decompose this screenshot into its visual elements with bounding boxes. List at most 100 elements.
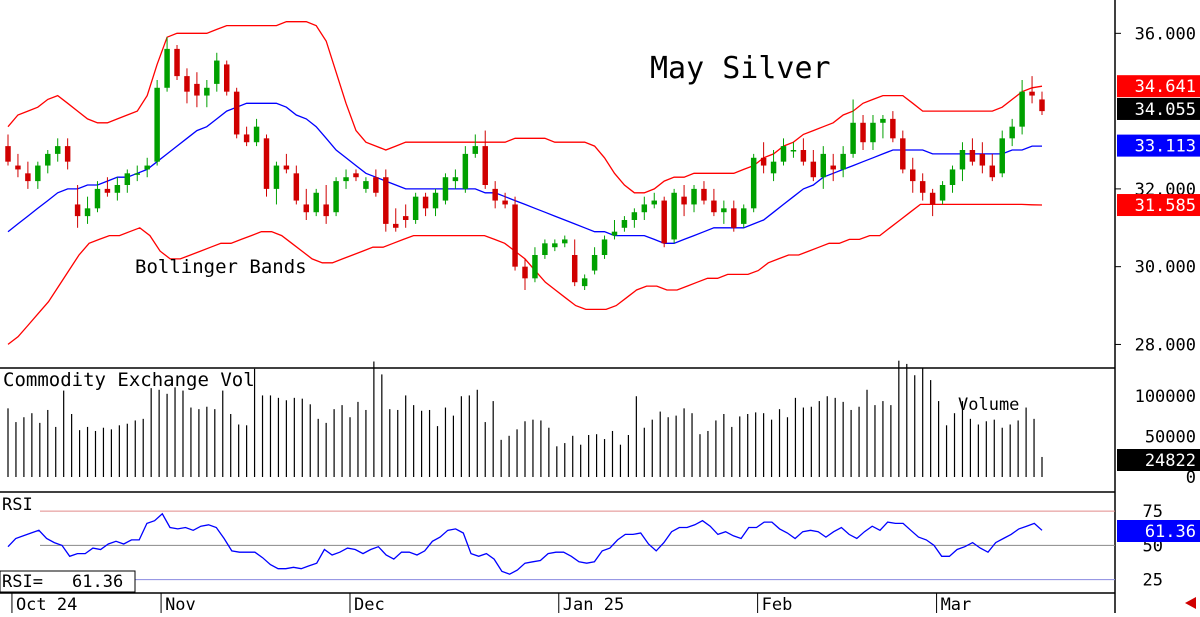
rsi-readout: RSI= 61.36 bbox=[0, 570, 136, 593]
candle-body bbox=[84, 208, 91, 217]
candle-body bbox=[343, 177, 349, 182]
candle bbox=[1029, 76, 1035, 104]
candle-body bbox=[393, 223, 399, 228]
price-tags: 34.641 34.055 33.113 31.585 bbox=[1117, 75, 1200, 217]
candle bbox=[114, 177, 121, 201]
candle bbox=[472, 134, 479, 158]
candle-body bbox=[999, 138, 1005, 174]
candle-body bbox=[929, 192, 936, 205]
volume-tick-label: 0 bbox=[1186, 468, 1196, 488]
chart-title: May Silver bbox=[650, 51, 831, 86]
candle-body bbox=[402, 216, 409, 220]
candle bbox=[880, 115, 886, 139]
scroll-arrow-icon[interactable] bbox=[1185, 597, 1196, 609]
candle bbox=[731, 200, 737, 232]
price-tag: 34.641 bbox=[1117, 75, 1200, 98]
candle bbox=[35, 161, 41, 189]
candle bbox=[343, 169, 349, 189]
candle-body bbox=[691, 188, 697, 205]
candle-body bbox=[323, 204, 329, 217]
candle-body bbox=[661, 200, 667, 244]
candle-body bbox=[15, 165, 21, 170]
candle bbox=[959, 142, 966, 182]
candle-body bbox=[880, 118, 886, 123]
candle-body bbox=[949, 169, 956, 185]
volume-panel-title: Commodity Exchange Vol bbox=[3, 369, 255, 391]
candle bbox=[174, 45, 180, 80]
candle bbox=[542, 239, 548, 259]
candle-body bbox=[711, 200, 717, 213]
candle bbox=[45, 150, 51, 174]
candle-body bbox=[671, 192, 677, 240]
candle-body bbox=[641, 204, 648, 213]
price-tag: 31.585 bbox=[1117, 194, 1200, 217]
candle bbox=[601, 235, 608, 259]
candle bbox=[15, 153, 21, 178]
candle-body bbox=[492, 188, 498, 201]
candle bbox=[432, 188, 439, 217]
candle-body bbox=[194, 83, 200, 96]
rsi-polyline bbox=[7, 512, 1043, 575]
volume-current-tag: 24822 bbox=[1117, 449, 1200, 471]
volume-bars bbox=[7, 360, 1043, 477]
candle bbox=[283, 153, 290, 174]
candle bbox=[591, 247, 598, 275]
candle-body bbox=[631, 212, 638, 220]
candle-body bbox=[283, 165, 290, 170]
candle-body bbox=[790, 150, 797, 152]
candle bbox=[243, 126, 250, 147]
candle-body bbox=[939, 185, 946, 201]
rsi-tick-label: 75 bbox=[1143, 502, 1163, 522]
candle-body bbox=[721, 208, 727, 213]
candle-body bbox=[1039, 99, 1045, 112]
volume-current-value: 24822 bbox=[1145, 451, 1196, 471]
volume-axis-ticks: 100000 50000 0 bbox=[1135, 387, 1196, 488]
candle bbox=[84, 196, 91, 224]
bollinger-band-lines bbox=[7, 21, 1043, 345]
candle-body bbox=[462, 153, 469, 189]
date-tick-label: Dec bbox=[354, 595, 385, 613]
candle-body bbox=[591, 255, 598, 271]
candle-body bbox=[412, 196, 419, 220]
bollinger-annotation: Bollinger Bands bbox=[135, 256, 307, 278]
candle bbox=[462, 146, 469, 193]
candle bbox=[929, 188, 936, 217]
candle-body bbox=[979, 153, 986, 166]
date-tick-label: Mar bbox=[941, 595, 972, 613]
candle-body bbox=[681, 196, 687, 205]
candle bbox=[919, 173, 926, 201]
candle bbox=[1009, 118, 1015, 147]
candle-body bbox=[253, 126, 260, 143]
candle bbox=[810, 150, 817, 182]
candle-body bbox=[552, 243, 558, 248]
candle bbox=[373, 169, 379, 197]
candle-body bbox=[522, 266, 528, 279]
candle-body bbox=[562, 239, 568, 244]
candle bbox=[273, 161, 280, 205]
candle bbox=[1039, 91, 1045, 115]
candle bbox=[323, 185, 329, 224]
candle bbox=[552, 239, 558, 252]
date-tick-label: Oct 24 bbox=[16, 595, 77, 613]
price-tag-box bbox=[1117, 194, 1200, 217]
candle bbox=[740, 204, 747, 228]
rsi-current-tag: 61.36 bbox=[1117, 520, 1200, 542]
candle bbox=[74, 185, 81, 228]
price-tag-value: 31.585 bbox=[1135, 196, 1196, 216]
candle-body bbox=[780, 146, 787, 162]
price-tag-value: 33.113 bbox=[1135, 137, 1196, 157]
candle-body bbox=[502, 200, 508, 205]
candle bbox=[482, 130, 488, 189]
candle-body bbox=[5, 146, 11, 162]
candle bbox=[820, 146, 827, 189]
candle bbox=[383, 169, 389, 232]
candle bbox=[253, 118, 260, 147]
candle bbox=[681, 185, 687, 217]
candle bbox=[184, 68, 190, 104]
candle-body bbox=[611, 231, 618, 236]
candle bbox=[850, 99, 856, 158]
rsi-reference-lines bbox=[40, 510, 1115, 581]
candle bbox=[492, 181, 498, 209]
price-tick-label: 28.000 bbox=[1135, 335, 1196, 355]
candle bbox=[870, 115, 876, 150]
